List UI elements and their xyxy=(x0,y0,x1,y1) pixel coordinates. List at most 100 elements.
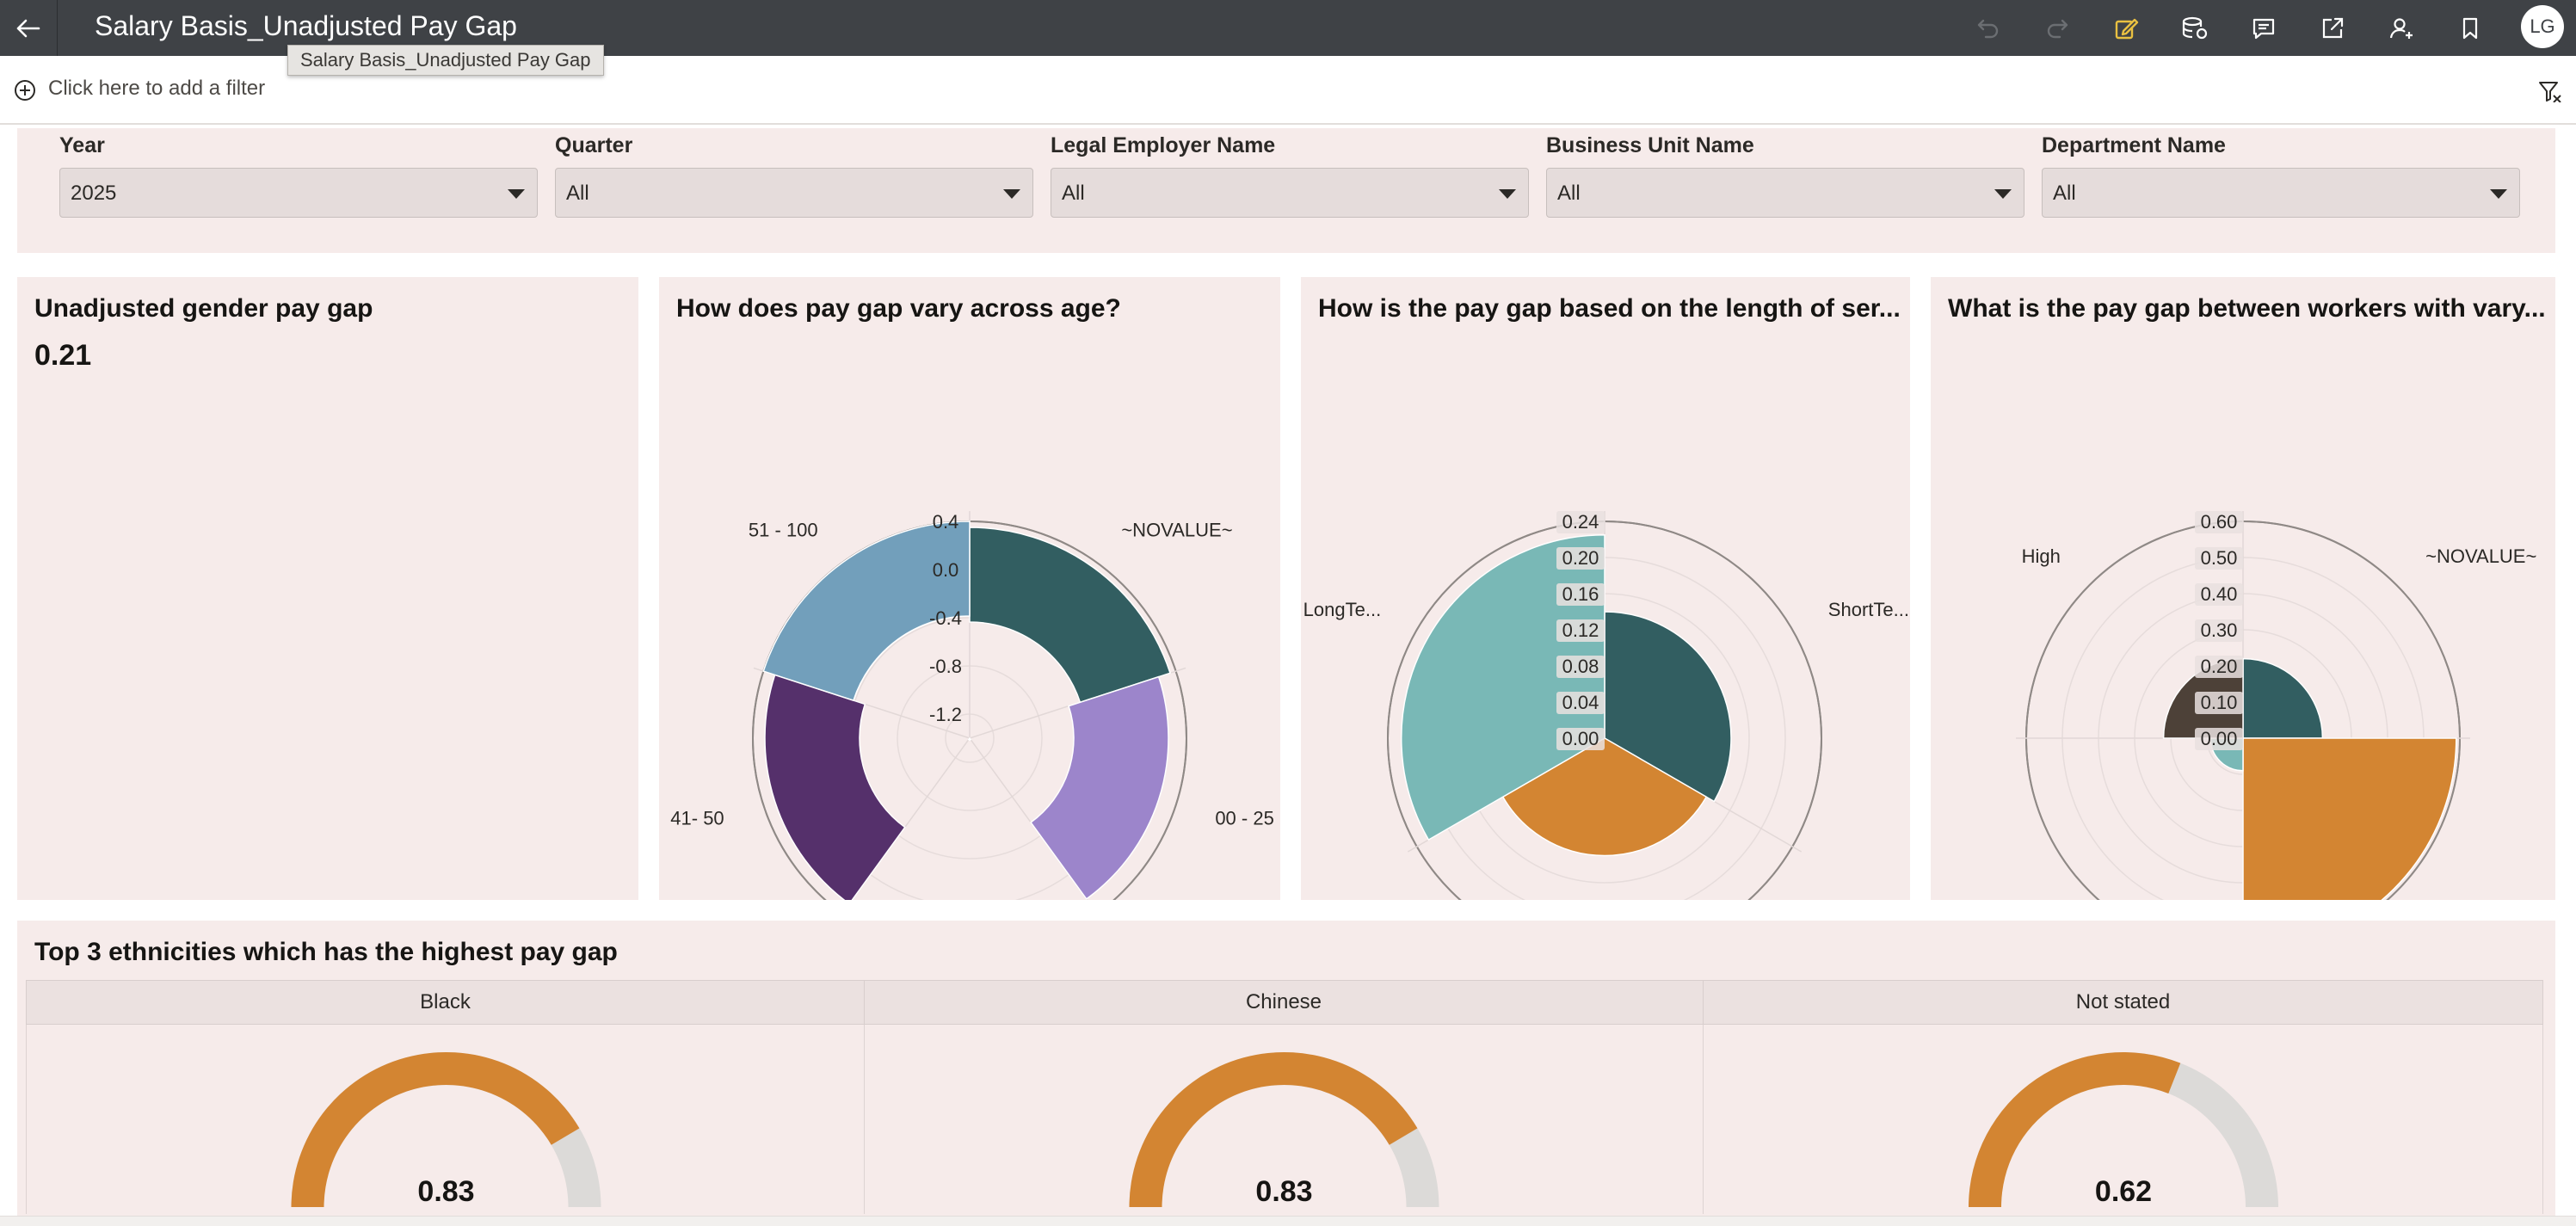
skill-polar-chart[interactable]: 0.600.500.400.300.200.100.00~NOVALUE~Low… xyxy=(1931,277,2555,900)
prompt-label: Department Name xyxy=(2042,133,2226,157)
caret-down-icon xyxy=(1003,189,1020,199)
polar-bar[interactable] xyxy=(2242,737,2457,900)
age-polar-chart[interactable]: 0.40.0-0.4-0.8-1.2~NOVALUE~00 - 2526 - 4… xyxy=(659,277,1280,900)
polar-bar[interactable] xyxy=(2242,657,2324,739)
radial-tick-label: 0.20 xyxy=(1562,547,1599,569)
personalize-icon[interactable] xyxy=(2383,10,2419,46)
comments-icon[interactable] xyxy=(2246,10,2282,46)
radial-tick-bg xyxy=(2195,619,2243,642)
business-unit-select[interactable]: All xyxy=(1546,168,2024,218)
polar-bar[interactable] xyxy=(1030,675,1169,900)
gauge-table: Black Chinese Not stated 0.83 0.83 0.62 xyxy=(26,980,2559,1214)
polar-bar[interactable] xyxy=(967,736,972,741)
polar-bar[interactable] xyxy=(1501,737,1708,857)
department-select[interactable]: All xyxy=(2042,168,2520,218)
radial-tick-label: 0.30 xyxy=(2201,619,2238,641)
add-filter-link[interactable]: Click here to add a filter xyxy=(48,77,266,100)
service-polar-chart[interactable]: 0.240.200.160.120.080.040.00ShortTe...Av… xyxy=(1301,277,1910,900)
radial-tick-bg xyxy=(2195,547,2243,570)
user-avatar[interactable]: LG xyxy=(2521,5,2564,48)
radial-tick-bg xyxy=(2195,728,2243,750)
radial-tick-bg xyxy=(1556,656,1605,678)
chart-title: How is the pay gap based on the length o… xyxy=(1318,294,1900,323)
radial-tick-label: -0.8 xyxy=(929,656,962,677)
radial-tick-label: 0.50 xyxy=(2201,547,2238,569)
polar-bar[interactable] xyxy=(1401,533,1605,841)
radial-tick-label: 0.60 xyxy=(2201,511,2238,533)
skill-chart-panel: What is the pay gap between workers with… xyxy=(1931,277,2555,900)
category-label: ShortTe... xyxy=(1828,599,1909,620)
radial-tick-label: 0.12 xyxy=(1562,619,1599,641)
kpi-panel: Unadjusted gender pay gap 0.21 xyxy=(17,277,638,900)
category-label: LongTe... xyxy=(1303,599,1382,620)
category-label: 41- 50 xyxy=(670,808,724,829)
gauge-header: Chinese xyxy=(865,980,1704,1025)
prompt-label: Quarter xyxy=(555,133,633,157)
radial-tick-label: 0.10 xyxy=(2201,692,2238,713)
gauge-value-label: 0.83 xyxy=(417,1175,474,1208)
chart-title: What is the pay gap between workers with… xyxy=(1948,294,2545,323)
prompt-label: Year xyxy=(59,133,105,157)
category-label: High xyxy=(2022,545,2061,567)
gauge-fill xyxy=(1969,1052,2181,1207)
radial-tick-label: 0.00 xyxy=(1562,728,1599,749)
gauge-chart-black[interactable]: 0.83 xyxy=(27,1025,866,1214)
back-button[interactable] xyxy=(0,0,58,56)
category-label: ~NOVALUE~ xyxy=(1121,519,1232,540)
gauge-chart-not-stated[interactable]: 0.62 xyxy=(1704,1025,2543,1214)
polar-bar[interactable] xyxy=(762,521,971,702)
radial-tick-bg xyxy=(1556,728,1605,750)
legal-employer-select[interactable]: All xyxy=(1051,168,1529,218)
radial-tick-label: 0.00 xyxy=(2201,728,2238,749)
radial-tick-bg xyxy=(1556,619,1605,642)
gauge-cell: 0.62 xyxy=(1704,1025,2543,1214)
data-refresh-icon[interactable] xyxy=(2177,10,2213,46)
radial-tick-bg xyxy=(1556,583,1605,606)
prompt-label: Business Unit Name xyxy=(1546,133,1754,157)
radial-tick-bg xyxy=(2195,583,2243,606)
category-label: 00 - 25 xyxy=(1215,808,1274,829)
filter-settings-icon[interactable] xyxy=(2538,80,2562,102)
gauge-cell: 0.83 xyxy=(865,1025,1704,1214)
polar-bar[interactable] xyxy=(969,527,1171,704)
radial-tick-label: 0.04 xyxy=(1562,692,1599,713)
year-select[interactable]: 2025 xyxy=(59,168,538,218)
redo-icon[interactable] xyxy=(2039,10,2075,46)
back-arrow-icon xyxy=(16,19,40,37)
gauge-value-label: 0.83 xyxy=(1255,1175,1312,1208)
age-chart-panel: How does pay gap vary across age? 0.4 0.0… xyxy=(659,277,1280,900)
ethnicity-gauge-panel: Top 3 ethnicities which has the highest … xyxy=(17,921,2555,1216)
radial-tick-bg xyxy=(2195,692,2243,714)
caret-down-icon xyxy=(1994,189,2012,199)
undo-icon[interactable] xyxy=(1970,10,2006,46)
radial-tick-label: 0.08 xyxy=(1562,656,1599,677)
radial-tick-bg xyxy=(1556,692,1605,714)
radial-tick-label: 0.16 xyxy=(1562,583,1599,605)
gauge-value-label: 0.62 xyxy=(2095,1175,2152,1208)
select-value: All xyxy=(2053,182,2076,205)
gauge-fill xyxy=(291,1052,580,1207)
radial-tick-label: 0.40 xyxy=(2201,583,2238,605)
radial-tick-label: 0.24 xyxy=(1562,511,1599,533)
prompt-label: Legal Employer Name xyxy=(1051,133,1276,157)
radial-tick-label: -0.4 xyxy=(929,607,962,629)
caret-down-icon xyxy=(508,189,525,199)
dashboard-canvas: Year 2025 Quarter All Legal Employer Nam… xyxy=(0,125,2576,1226)
gauge-header: Not stated xyxy=(1704,980,2543,1025)
canvas-footer xyxy=(0,1216,2576,1226)
edit-icon[interactable] xyxy=(2108,10,2144,46)
bookmark-icon[interactable] xyxy=(2452,10,2488,46)
export-icon[interactable] xyxy=(2314,10,2351,46)
polar-bar[interactable] xyxy=(1604,611,1732,803)
gauge-chart-chinese[interactable]: 0.83 xyxy=(865,1025,1704,1214)
polar-bar[interactable] xyxy=(764,674,906,900)
radial-tick-bg xyxy=(1556,511,1605,533)
gauge-header: Black xyxy=(26,980,865,1025)
gauge-cell: 0.83 xyxy=(26,1025,865,1214)
caret-down-icon xyxy=(2490,189,2507,199)
add-circle-icon[interactable] xyxy=(14,79,36,102)
quarter-select[interactable]: All xyxy=(555,168,1033,218)
dashboard-prompts: Year 2025 Quarter All Legal Employer Nam… xyxy=(17,128,2555,253)
title-tooltip: Salary Basis_Unadjusted Pay Gap xyxy=(287,45,604,76)
radial-tick-bg xyxy=(2195,656,2243,678)
